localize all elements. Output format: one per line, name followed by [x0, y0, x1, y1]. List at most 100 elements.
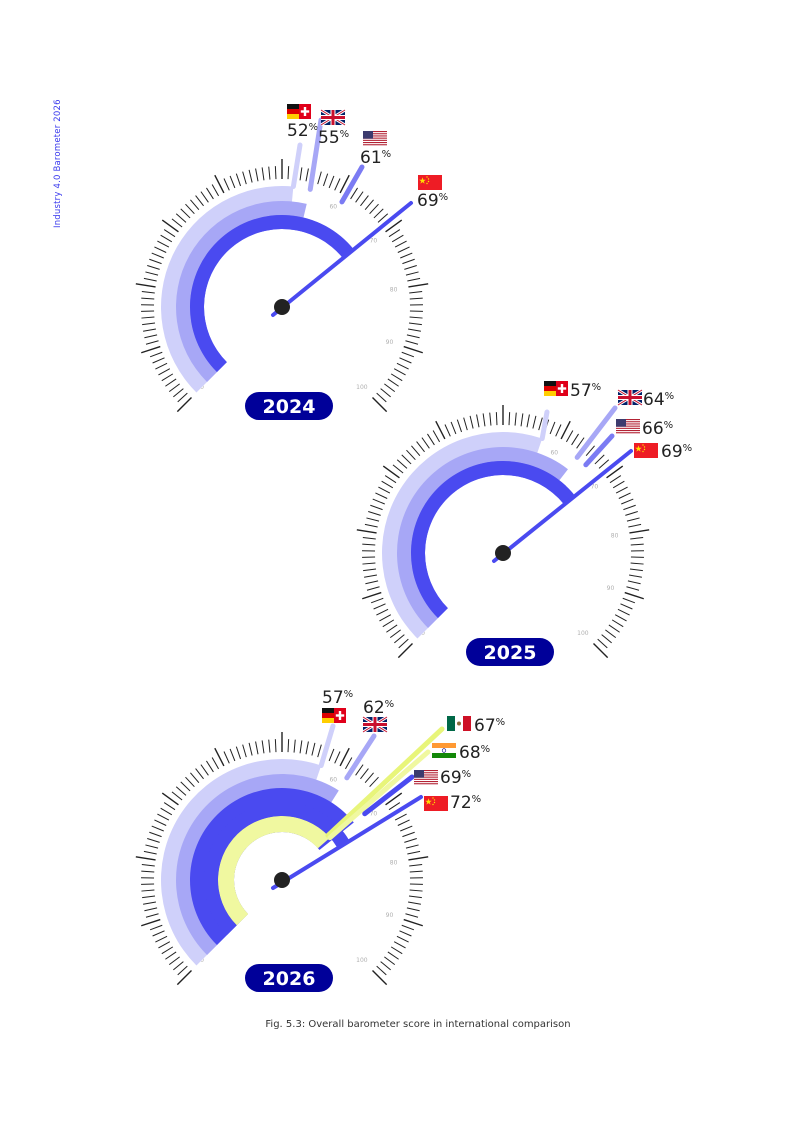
value-label: 72%: [450, 793, 481, 813]
gauge-tick: [141, 889, 155, 892]
gauge-tick: [154, 246, 167, 253]
value-unit: %: [309, 122, 319, 133]
gauge-tick: [157, 813, 170, 821]
gauge-tick: [612, 480, 625, 489]
gauge-tick: [177, 392, 188, 403]
needle-uk: [344, 733, 377, 781]
gauge-tick: [435, 420, 446, 440]
gauge-tick: [388, 229, 401, 238]
gauge-tick: [154, 819, 167, 826]
gauge-tick: [317, 744, 322, 758]
gauge-tick: [379, 614, 392, 622]
switzerland-flag-icon: [556, 381, 568, 396]
gauge-tick: [161, 792, 179, 806]
gauge-tick: [408, 856, 429, 861]
value-label: 64%: [643, 390, 674, 410]
gauge-tick: [195, 768, 204, 780]
gauge-tick: [372, 397, 388, 413]
gauge-tick: [190, 199, 200, 210]
gauge-tick: [629, 529, 650, 534]
gauge-tick: [317, 171, 322, 185]
gauge-tick: [380, 961, 391, 971]
gauge-tick: [404, 265, 417, 270]
gauge-tick: [268, 166, 271, 180]
gauge-tick: [399, 930, 412, 937]
gauge-tick: [630, 537, 644, 540]
gauge-tick: [151, 252, 164, 259]
gauge-tick: [369, 776, 379, 788]
gauge-tick: [157, 240, 170, 248]
gauge-tick: [396, 362, 409, 370]
gauge-tick: [364, 574, 377, 578]
gauge-tick: [407, 277, 421, 282]
gauge-tick: [229, 748, 236, 762]
gauge-tick: [145, 913, 159, 918]
scale-label: 90: [386, 339, 394, 346]
gauge-tick: [158, 368, 171, 376]
year-badge: [245, 964, 333, 992]
uk-flag-icon: [617, 388, 643, 407]
gauge-tick: [609, 475, 622, 484]
gauge-hub: [495, 545, 511, 561]
gauge-tick: [377, 213, 389, 223]
gauge-tick: [370, 597, 384, 604]
gauge-tick: [229, 175, 236, 189]
gauge-tick: [168, 383, 180, 393]
gauge-tick: [364, 523, 378, 528]
gauge-tick: [384, 956, 396, 966]
gauge-tick: [450, 421, 457, 435]
gauge-tick: [375, 492, 388, 499]
gauge-tick: [322, 173, 329, 187]
gauge-tick: [624, 591, 644, 600]
uk-flag-icon: [320, 108, 346, 127]
gauge-tick: [382, 619, 395, 628]
gauge-tick: [135, 283, 156, 288]
gauge-tick: [407, 850, 421, 855]
uk-flag-icon: [362, 715, 388, 734]
gauge-tick: [299, 167, 303, 181]
gauge-tick: [416, 441, 425, 453]
needle-dech: [290, 142, 303, 190]
value-label: 66%: [642, 419, 673, 439]
gauge-tick: [200, 191, 209, 203]
china-flag-icon: [634, 443, 658, 458]
gauge-tick: [185, 203, 195, 215]
gauge-tick: [143, 850, 157, 855]
gauge-tick: [177, 965, 188, 976]
gauge-tick: [155, 935, 168, 943]
gauge-tick: [355, 764, 364, 776]
gauge-tick: [614, 614, 627, 622]
gauge-tick: [173, 961, 184, 971]
year-badge: [466, 638, 554, 666]
gauge-tick: [135, 856, 156, 861]
gauge-tick: [143, 277, 157, 282]
gauge-tick: [399, 357, 412, 364]
gauge-tick: [565, 430, 574, 443]
gauge-tick: [161, 946, 174, 955]
gauge-tick: [362, 537, 376, 540]
gauge-tick: [206, 187, 214, 200]
gauge-tick: [364, 772, 374, 783]
gauge-tick: [168, 956, 180, 966]
gauge-tick: [274, 739, 277, 753]
gauge-tick: [339, 174, 350, 194]
gauge-tick: [261, 167, 265, 181]
needle-china: [271, 795, 423, 890]
gauge-tick: [144, 334, 158, 339]
gauge-tick: [211, 184, 220, 197]
gauge-tick: [456, 419, 463, 433]
gauge-tick: [432, 430, 441, 443]
gauge-tick: [161, 219, 179, 233]
gauge-tick: [180, 781, 191, 792]
gauge-tick: [405, 271, 419, 276]
gauge-tick: [339, 747, 350, 767]
gauge-tick: [598, 459, 610, 469]
gauge-tick: [629, 574, 642, 578]
value-label: 57%: [322, 688, 353, 708]
gauge-tick: [409, 297, 423, 300]
gauge-tick: [397, 643, 413, 659]
gauge-tick: [400, 252, 413, 259]
gauge-tick: [235, 173, 242, 187]
gauge-tick: [176, 397, 192, 413]
gauge-tick: [393, 368, 406, 376]
